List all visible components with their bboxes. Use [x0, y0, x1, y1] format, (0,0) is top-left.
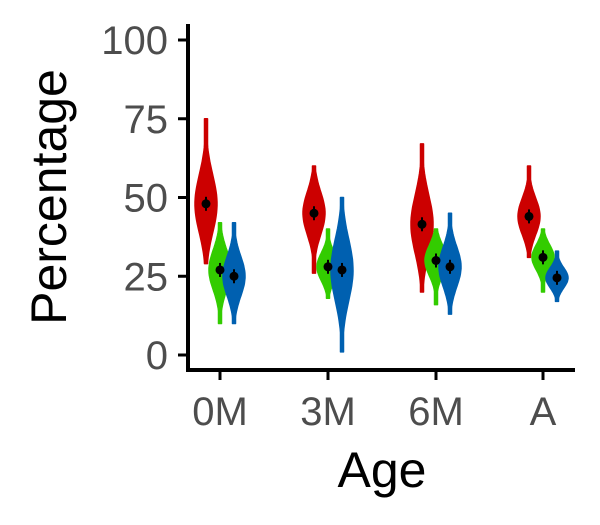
mean-point [229, 271, 239, 281]
mean-point [309, 208, 319, 218]
violin-layer [194, 118, 569, 353]
mean-point [417, 219, 427, 229]
mean-point [201, 199, 211, 209]
x-tick-label: A [530, 390, 557, 434]
y-tick-label: 25 [124, 255, 169, 299]
mean-point [431, 256, 441, 265]
mean-point [323, 262, 333, 272]
y-tick-label: 100 [101, 19, 168, 63]
mean-point [538, 252, 548, 262]
y-axis-ticks: 0 25 50 75 100 [101, 19, 188, 378]
mean-point [337, 265, 347, 275]
y-tick-label: 50 [124, 177, 169, 221]
y-axis-title: Percentage [21, 69, 77, 325]
mean-point [524, 211, 534, 221]
violin-shape [194, 118, 218, 265]
mean-point [215, 265, 225, 275]
y-tick-label: 75 [124, 98, 169, 142]
mean-marker-layer [201, 196, 562, 285]
x-tick-label: 3M [300, 390, 356, 434]
mean-point [552, 273, 562, 283]
mean-point [445, 262, 455, 272]
x-tick-label: 0M [192, 390, 248, 434]
x-tick-label: 6M [408, 390, 464, 434]
y-tick-label: 0 [146, 334, 168, 378]
x-axis-ticks: 0M 3M 6M A [192, 370, 557, 434]
x-axis-title: Age [338, 442, 427, 498]
